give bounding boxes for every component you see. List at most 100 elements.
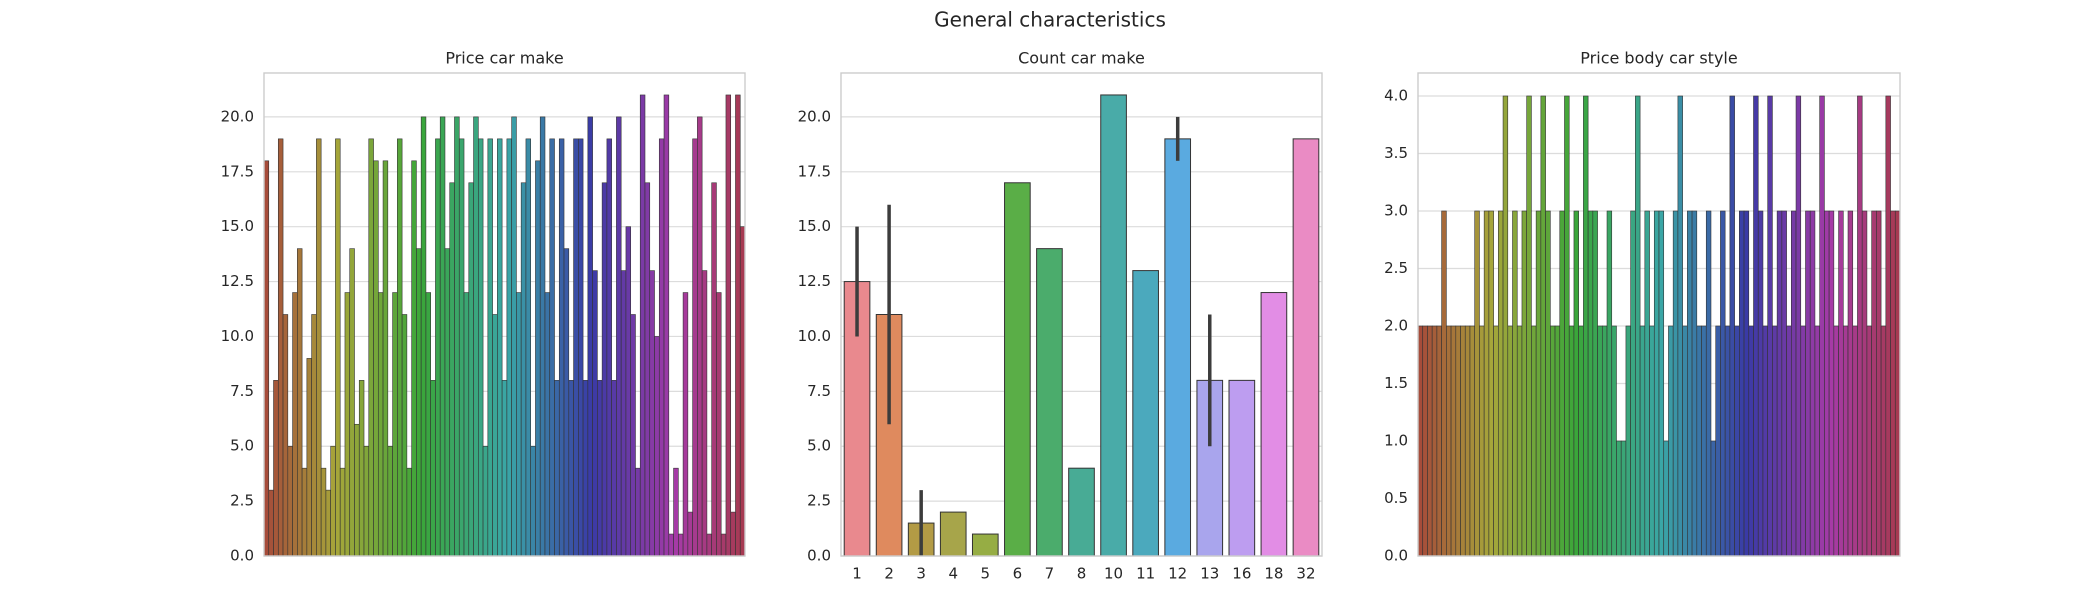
y-tick-label: 20.0 bbox=[221, 107, 254, 125]
bar bbox=[668, 533, 674, 557]
bar bbox=[316, 138, 322, 557]
bar bbox=[1833, 325, 1839, 557]
bar bbox=[1498, 210, 1504, 557]
bar bbox=[1786, 325, 1792, 557]
bar bbox=[401, 314, 408, 557]
bar bbox=[473, 116, 479, 557]
bar bbox=[601, 182, 608, 557]
bar bbox=[1682, 325, 1688, 557]
bar bbox=[1446, 325, 1452, 557]
bar bbox=[1748, 325, 1754, 557]
bar bbox=[1838, 210, 1844, 557]
y-tick-label: 15.0 bbox=[798, 217, 831, 235]
bar bbox=[1583, 95, 1589, 557]
bar bbox=[1535, 210, 1542, 557]
bar bbox=[1809, 210, 1816, 557]
bar bbox=[1795, 95, 1802, 557]
bar bbox=[1521, 210, 1527, 557]
axes-frame bbox=[1417, 72, 1901, 557]
bar bbox=[439, 116, 446, 557]
bar bbox=[739, 226, 746, 557]
bar bbox=[492, 314, 498, 557]
bar bbox=[368, 138, 374, 557]
bar bbox=[620, 270, 627, 557]
bar bbox=[1531, 325, 1537, 557]
bar bbox=[487, 138, 493, 557]
bar bbox=[635, 467, 641, 557]
bar bbox=[597, 380, 603, 557]
bar bbox=[1861, 210, 1868, 557]
bar bbox=[392, 292, 398, 557]
bar bbox=[263, 160, 270, 557]
subplot-title: Count car make bbox=[1018, 49, 1145, 68]
bar bbox=[1663, 440, 1669, 557]
bar bbox=[1871, 210, 1877, 557]
bar bbox=[558, 138, 565, 557]
bar bbox=[716, 292, 722, 557]
bar bbox=[416, 248, 422, 557]
bar bbox=[1658, 210, 1665, 557]
bar bbox=[1526, 95, 1532, 557]
y-tick-label: 0.0 bbox=[807, 547, 831, 565]
bar bbox=[1260, 292, 1288, 557]
bar bbox=[1710, 440, 1717, 557]
y-tick-label: 0.0 bbox=[230, 547, 254, 565]
x-tick-label: 12 bbox=[1168, 565, 1187, 583]
bar bbox=[301, 467, 308, 557]
bar bbox=[325, 489, 331, 557]
bar bbox=[720, 533, 727, 557]
bar bbox=[549, 138, 555, 557]
bar bbox=[654, 336, 660, 557]
bar bbox=[1672, 210, 1679, 557]
subplot-title: Price body car style bbox=[1580, 49, 1737, 68]
bar bbox=[1691, 210, 1698, 557]
bar bbox=[1550, 325, 1556, 557]
bar bbox=[1687, 210, 1693, 557]
bar bbox=[1715, 325, 1721, 557]
bar bbox=[1431, 325, 1438, 557]
bar bbox=[1592, 210, 1598, 557]
bar bbox=[639, 94, 646, 557]
bar bbox=[1701, 325, 1707, 557]
bar bbox=[971, 533, 999, 557]
bar bbox=[1819, 95, 1825, 557]
bar bbox=[1653, 210, 1660, 557]
bar bbox=[335, 138, 341, 557]
bar bbox=[625, 226, 632, 557]
y-tick-label: 4.0 bbox=[1384, 87, 1408, 105]
bar bbox=[277, 138, 284, 557]
x-tick-label: 6 bbox=[1013, 565, 1023, 583]
y-tick-label: 17.5 bbox=[221, 162, 254, 180]
bar bbox=[1734, 325, 1740, 557]
bar bbox=[406, 467, 412, 557]
bar bbox=[344, 292, 351, 557]
y-tick-label: 5.0 bbox=[807, 437, 831, 455]
bar bbox=[1417, 325, 1424, 557]
bar bbox=[287, 445, 293, 557]
subplot-title: Price car make bbox=[445, 49, 563, 68]
bar bbox=[449, 182, 455, 557]
bar bbox=[516, 292, 522, 557]
bar bbox=[1894, 210, 1901, 557]
bar bbox=[1668, 325, 1674, 557]
bar bbox=[611, 380, 617, 557]
bar bbox=[1720, 210, 1726, 557]
bar bbox=[678, 533, 684, 557]
bar bbox=[1606, 210, 1613, 557]
bar bbox=[311, 314, 317, 557]
x-tick-label: 13 bbox=[1200, 565, 1219, 583]
x-tick-label: 10 bbox=[1104, 565, 1123, 583]
y-tick-label: 2.5 bbox=[807, 492, 831, 510]
y-tick-label: 2.5 bbox=[1384, 259, 1408, 277]
bar bbox=[1616, 440, 1622, 557]
bar bbox=[1772, 325, 1778, 557]
bar bbox=[1885, 95, 1891, 557]
bar bbox=[673, 467, 679, 557]
bar bbox=[1847, 210, 1854, 557]
bar bbox=[1578, 325, 1584, 557]
bar bbox=[363, 445, 370, 557]
bar bbox=[1502, 95, 1509, 557]
bar bbox=[520, 182, 527, 557]
bar bbox=[1559, 210, 1565, 557]
